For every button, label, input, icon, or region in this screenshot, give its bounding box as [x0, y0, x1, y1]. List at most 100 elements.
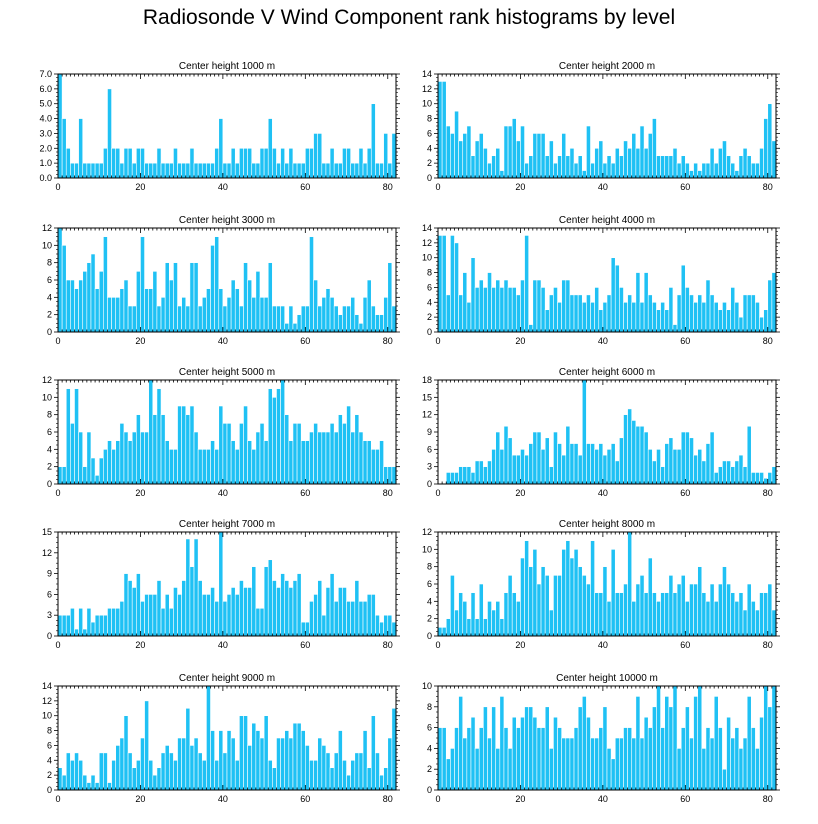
- y-tick-label: 6: [427, 128, 432, 138]
- histogram-bar: [168, 449, 174, 485]
- y-tick-label: 0: [427, 173, 432, 183]
- histogram-bar: [300, 730, 306, 791]
- histogram-bar: [717, 466, 723, 485]
- histogram-bar: [111, 297, 117, 333]
- histogram-bar: [197, 752, 203, 791]
- histogram-bar: [251, 722, 257, 791]
- histogram-bar: [693, 454, 698, 485]
- histogram-bar: [755, 301, 760, 333]
- histogram-bar: [164, 745, 170, 791]
- histogram-bar: [74, 388, 79, 485]
- histogram-bar: [123, 279, 129, 333]
- histogram-bar: [528, 443, 534, 485]
- histogram-bar: [140, 737, 145, 791]
- histogram-bar: [483, 618, 488, 637]
- x-tick-label: 60: [680, 336, 690, 346]
- histogram-bar: [746, 425, 752, 485]
- histogram-bar: [239, 580, 244, 637]
- histogram-bar: [148, 759, 154, 791]
- histogram-bar: [201, 297, 207, 333]
- histogram-bar: [164, 594, 170, 637]
- histogram-bar: [193, 262, 199, 333]
- histogram-bar: [391, 621, 397, 637]
- histogram-bar: [717, 147, 723, 179]
- histogram-bar: [602, 301, 608, 333]
- x-tick-label: 40: [598, 182, 608, 192]
- y-tick-label: 12: [42, 223, 52, 233]
- histogram-bar: [280, 305, 286, 333]
- histogram-bar: [255, 271, 261, 333]
- histogram-bar: [86, 262, 92, 333]
- x-tick-label: 20: [515, 488, 525, 498]
- histogram-bar: [173, 262, 178, 333]
- panel-title: Center height 9000 m: [179, 673, 275, 684]
- x-tick-label: 40: [218, 640, 228, 650]
- histogram-bar: [738, 748, 744, 791]
- histogram-bar: [577, 155, 583, 179]
- histogram-bar: [185, 538, 191, 637]
- x-tick-label: 40: [598, 488, 608, 498]
- histogram-bar: [577, 454, 583, 485]
- histogram-bar: [214, 601, 220, 637]
- histogram-bar: [548, 466, 554, 485]
- y-tick-label: 12: [422, 410, 432, 420]
- histogram-bar: [342, 759, 347, 791]
- histogram-bar: [487, 737, 492, 791]
- histogram-bar: [590, 540, 595, 637]
- histogram-bar: [247, 279, 253, 333]
- histogram-bar: [226, 162, 232, 179]
- histogram-bar: [387, 162, 393, 179]
- histogram-bar: [499, 287, 505, 333]
- histogram-bar: [487, 601, 492, 637]
- histogram-bar: [652, 592, 657, 637]
- x-tick-label: 0: [55, 336, 60, 346]
- x-tick-label: 80: [383, 794, 393, 804]
- histogram-bar: [652, 706, 657, 791]
- histogram-bar: [193, 538, 199, 637]
- histogram-bar: [181, 297, 187, 333]
- histogram-bar: [746, 583, 752, 637]
- histogram-bar: [115, 440, 121, 485]
- histogram-bar: [86, 431, 92, 485]
- histogram-panel: Center height 7000 m 0 20 40 60 80 0 3 6 9 12 15: [42, 519, 400, 650]
- histogram-bar: [647, 727, 653, 791]
- histogram-bar: [226, 423, 232, 485]
- histogram-bar: [705, 279, 711, 333]
- histogram-bar: [742, 609, 748, 637]
- histogram-bar: [354, 414, 360, 485]
- histogram-bar: [123, 431, 129, 485]
- histogram-bar: [652, 301, 657, 333]
- histogram-bar: [499, 696, 505, 791]
- histogram-bar: [750, 727, 756, 791]
- histogram-bar: [705, 727, 711, 791]
- histogram-bar: [94, 288, 100, 333]
- y-tick-label: 18: [422, 375, 432, 385]
- x-tick-label: 80: [763, 794, 773, 804]
- histogram-bar: [763, 118, 769, 179]
- histogram-bar: [383, 614, 389, 637]
- histogram-bar: [239, 305, 244, 333]
- histogram-bar: [65, 279, 71, 333]
- histogram-bar: [234, 449, 240, 485]
- histogram-bar: [383, 297, 389, 333]
- histogram-bar: [333, 601, 339, 637]
- histogram-bar: [329, 147, 335, 179]
- histogram-bar: [78, 759, 84, 791]
- histogram-bar: [639, 125, 645, 179]
- histogram-bar: [685, 601, 690, 637]
- x-tick-label: 60: [680, 488, 690, 498]
- histogram-bar: [131, 305, 137, 333]
- histogram-bar: [569, 557, 575, 637]
- histogram-bar: [627, 147, 633, 179]
- histogram-bar: [329, 297, 335, 333]
- histogram-bar: [280, 737, 286, 791]
- histogram-bar: [160, 414, 166, 485]
- histogram-bar: [672, 449, 678, 485]
- x-tick-label: 0: [55, 640, 60, 650]
- histogram-bar: [148, 162, 154, 179]
- histogram-bar: [333, 305, 339, 333]
- histogram-bar: [259, 423, 265, 485]
- histogram-bar: [201, 449, 207, 485]
- histogram-bar: [98, 457, 104, 485]
- histogram-bar: [156, 305, 162, 333]
